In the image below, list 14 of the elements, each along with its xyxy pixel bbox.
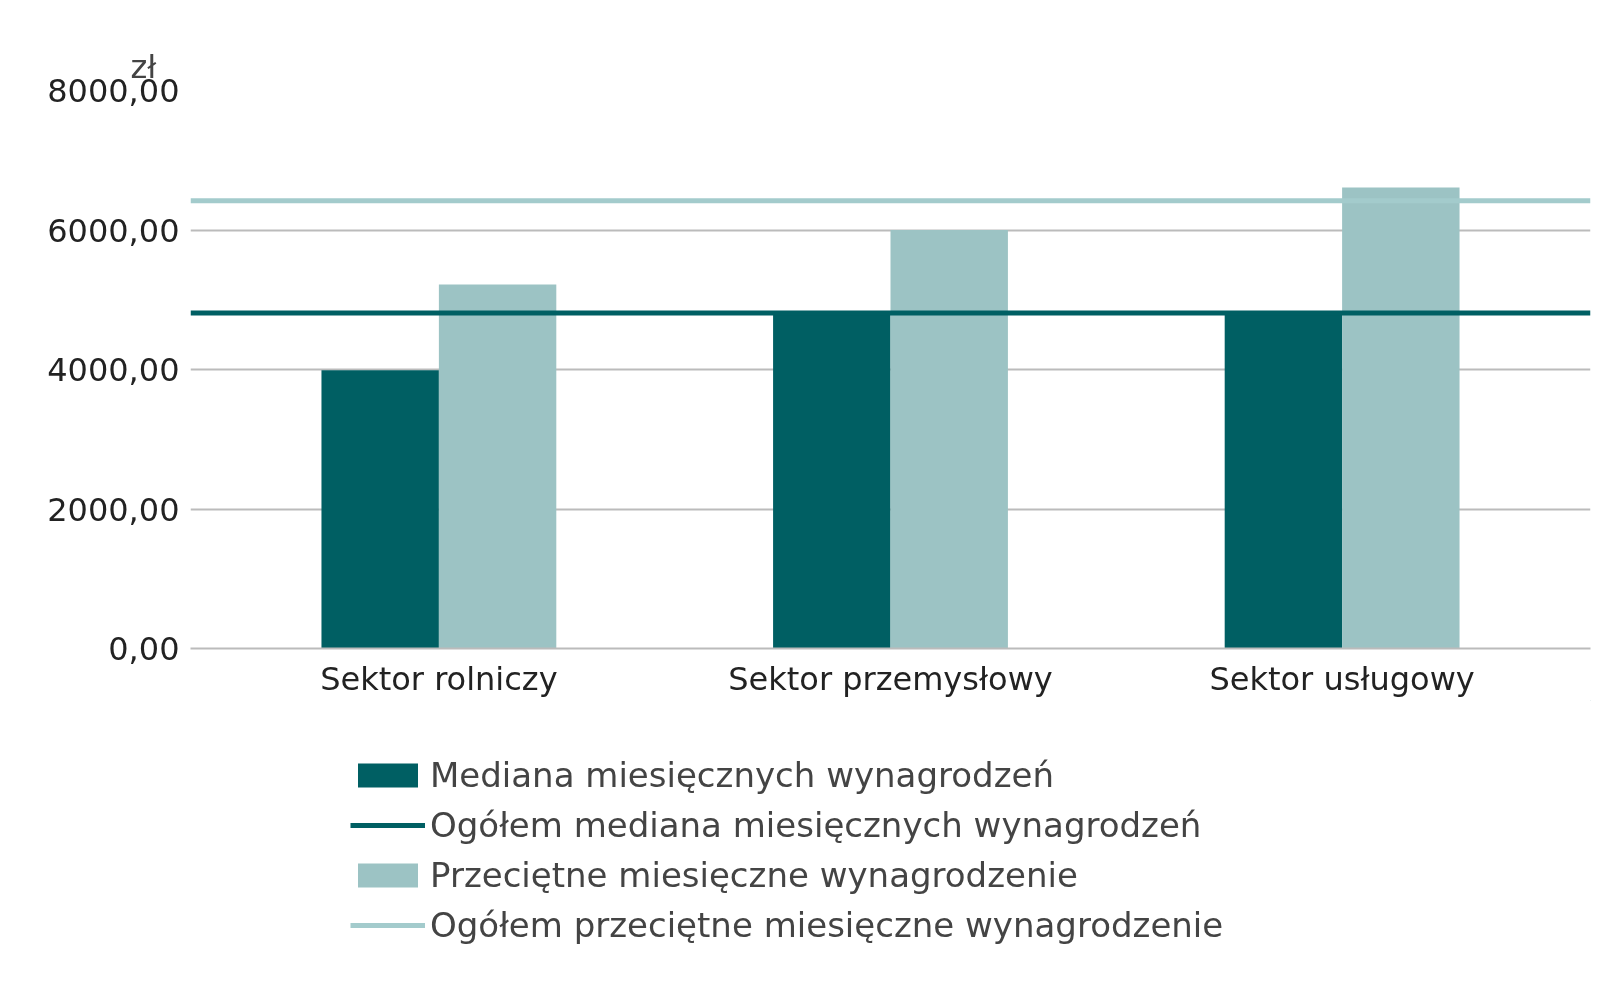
legend-label: Ogółem przeciętne miesięczne wynagrodzenie xyxy=(430,905,1224,945)
legend-label: Przeciętne miesięczne wynagrodzenie xyxy=(430,855,1078,895)
y-tick-label: 0,00 xyxy=(108,630,180,668)
bar xyxy=(890,230,1008,649)
legend-label: Ogółem mediana miesięcznych wynagrodzeń xyxy=(430,805,1202,845)
legend-label: Mediana miesięcznych wynagrodzeń xyxy=(430,755,1054,795)
x-tick-label: Sektor usługowy xyxy=(1209,659,1475,698)
bar xyxy=(438,284,557,649)
bar xyxy=(321,370,439,649)
x-tick-label: Sektor przemysłowy xyxy=(728,659,1053,698)
y-tick-label: 2000,00 xyxy=(47,490,180,529)
y-tick-label: 4000,00 xyxy=(47,351,180,389)
x-tick-label: Sektor rolniczy xyxy=(320,659,558,698)
y-tick-label: 6000,00 xyxy=(47,211,180,250)
